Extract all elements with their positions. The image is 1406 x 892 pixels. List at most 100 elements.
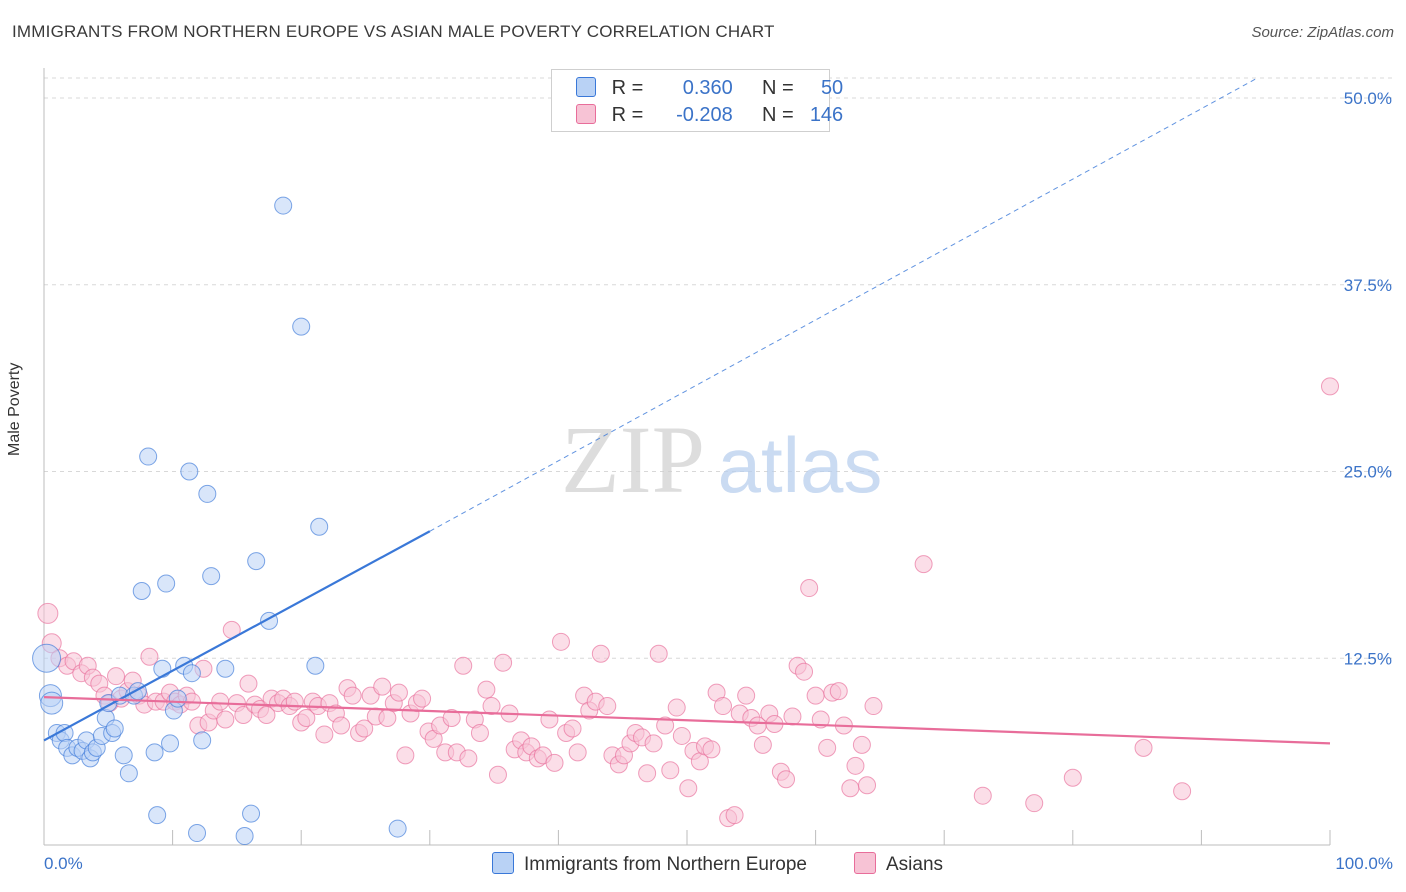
point-asians bbox=[852, 735, 871, 754]
axes bbox=[43, 68, 1331, 846]
point-asians bbox=[297, 709, 316, 728]
point-asians bbox=[864, 697, 883, 716]
point-asians bbox=[672, 726, 691, 745]
point-asians bbox=[477, 680, 496, 699]
point-asians bbox=[1134, 738, 1153, 757]
point-asians bbox=[488, 765, 507, 784]
pink-swatch bbox=[576, 104, 596, 124]
r-label: R = bbox=[611, 77, 644, 99]
r-label: R = bbox=[611, 104, 644, 126]
point-northern-europe bbox=[119, 764, 138, 783]
legend-item-asians[interactable]: Asians bbox=[854, 852, 943, 876]
point-asians bbox=[211, 692, 230, 711]
y-tick-label: 25.0% bbox=[1344, 463, 1392, 482]
point-asians bbox=[638, 764, 657, 783]
point-asians bbox=[107, 667, 126, 686]
point-northern-europe bbox=[132, 582, 151, 601]
blue-swatch bbox=[576, 77, 596, 97]
r-value: 0.360 bbox=[682, 77, 733, 99]
point-asians bbox=[846, 756, 865, 775]
watermark-atlas: atlas bbox=[718, 421, 883, 509]
legend-item-northern-europe[interactable]: Immigrants from Northern Europe bbox=[492, 852, 807, 876]
trend-line-asians bbox=[43, 695, 1331, 745]
point-asians bbox=[563, 719, 582, 738]
point-asians bbox=[598, 697, 617, 716]
series-legend: Immigrants from Northern Europe Asians bbox=[0, 852, 1406, 878]
point-asians bbox=[482, 697, 501, 716]
data-points bbox=[32, 196, 1339, 846]
point-asians bbox=[1063, 768, 1082, 787]
point-asians bbox=[644, 734, 663, 753]
point-northern-europe bbox=[274, 196, 293, 215]
y-tick-label: 50.0% bbox=[1344, 89, 1392, 108]
point-northern-europe bbox=[180, 462, 199, 481]
point-northern-europe bbox=[216, 659, 235, 678]
point-asians bbox=[753, 735, 772, 754]
point-asians bbox=[239, 674, 258, 693]
point-northern-europe bbox=[114, 746, 133, 765]
legend-label: Asians bbox=[886, 854, 944, 875]
n-label: N = bbox=[761, 77, 794, 99]
point-asians bbox=[378, 709, 397, 728]
trend-line-northern-europe bbox=[43, 530, 431, 742]
r-value: -0.208 bbox=[676, 104, 733, 126]
point-asians bbox=[667, 698, 686, 717]
point-asians bbox=[661, 761, 680, 780]
point-asians bbox=[459, 749, 478, 768]
point-northern-europe bbox=[235, 827, 254, 846]
point-asians bbox=[1025, 794, 1044, 813]
point-asians bbox=[454, 656, 473, 675]
point-northern-europe bbox=[388, 819, 407, 838]
point-asians bbox=[315, 725, 334, 744]
point-asians bbox=[332, 716, 351, 735]
point-asians bbox=[413, 689, 432, 708]
point-asians bbox=[442, 709, 461, 728]
point-asians bbox=[373, 677, 392, 696]
y-tick-label: 37.5% bbox=[1344, 276, 1392, 295]
point-asians bbox=[568, 743, 587, 762]
point-asians bbox=[545, 753, 564, 772]
point-northern-europe bbox=[168, 689, 187, 708]
y-tick-label: 12.5% bbox=[1344, 649, 1392, 668]
point-asians bbox=[470, 723, 489, 742]
point-asians bbox=[973, 786, 992, 805]
point-asians bbox=[725, 806, 744, 825]
grid-lines bbox=[44, 77, 1392, 659]
point-asians bbox=[806, 686, 825, 705]
point-northern-europe bbox=[193, 731, 212, 750]
point-northern-europe bbox=[153, 659, 172, 678]
point-asians bbox=[858, 776, 877, 795]
point-asians bbox=[777, 770, 796, 789]
point-northern-europe bbox=[157, 574, 176, 593]
point-northern-europe bbox=[198, 484, 217, 503]
point-northern-europe bbox=[148, 806, 167, 825]
point-asians bbox=[551, 632, 570, 651]
point-northern-europe bbox=[139, 447, 158, 466]
point-northern-europe bbox=[40, 691, 64, 715]
point-asians bbox=[140, 647, 159, 666]
point-northern-europe bbox=[188, 824, 207, 843]
blue-swatch bbox=[492, 852, 514, 874]
point-asians bbox=[818, 738, 837, 757]
point-asians bbox=[795, 662, 814, 681]
point-asians bbox=[800, 579, 819, 598]
x-tick-label: 0.0% bbox=[44, 854, 83, 873]
point-northern-europe bbox=[145, 743, 164, 762]
trend-line-extension bbox=[429, 77, 1258, 532]
point-asians bbox=[1321, 377, 1339, 396]
point-asians bbox=[234, 706, 253, 725]
point-asians bbox=[649, 644, 668, 663]
point-asians bbox=[1173, 782, 1192, 801]
point-asians bbox=[914, 555, 933, 574]
point-asians bbox=[811, 710, 830, 729]
trend-lines bbox=[43, 77, 1331, 745]
point-asians bbox=[389, 683, 408, 702]
point-asians bbox=[679, 779, 698, 798]
point-asians bbox=[355, 719, 374, 738]
pink-swatch bbox=[854, 852, 876, 874]
point-asians bbox=[829, 682, 848, 701]
chart-title: IMMIGRANTS FROM NORTHERN EUROPE VS ASIAN… bbox=[12, 22, 775, 41]
point-asians bbox=[540, 710, 559, 729]
point-asians bbox=[494, 653, 513, 672]
